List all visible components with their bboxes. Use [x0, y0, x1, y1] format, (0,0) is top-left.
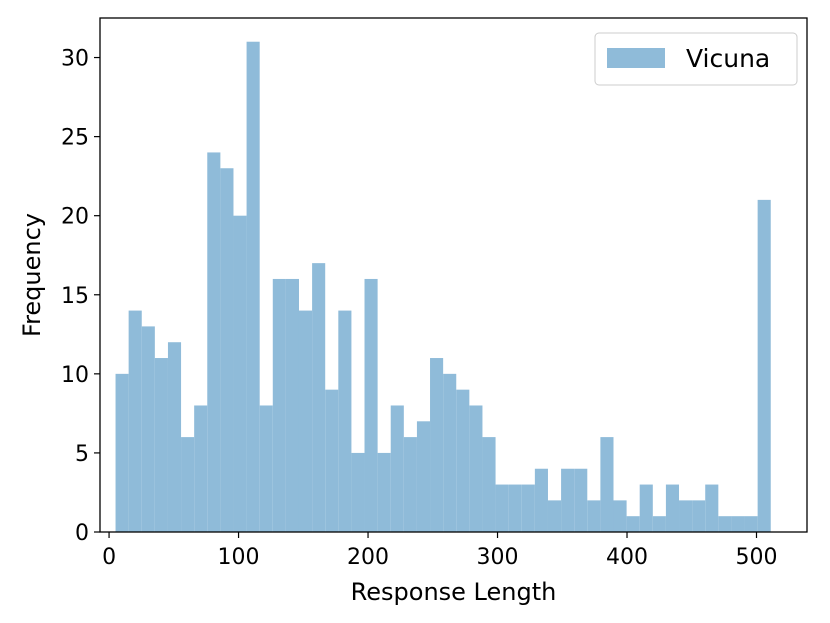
histogram-bar: [574, 468, 588, 532]
y-tick-label: 5: [75, 442, 89, 467]
histogram-bar: [495, 484, 509, 532]
y-axis: 0 5 10 15 20 25 30: [61, 47, 100, 546]
histogram-bar: [757, 199, 771, 532]
histogram-bar: [207, 152, 221, 532]
histogram-bar: [364, 278, 378, 532]
legend: Vicuna: [594, 32, 798, 86]
legend-swatch: [607, 48, 665, 68]
histogram-bar: [115, 373, 129, 532]
histogram-bar: [416, 421, 431, 532]
histogram-bar: [246, 41, 260, 532]
histogram-bar: [325, 389, 339, 532]
y-tick-label: 15: [61, 284, 89, 309]
histogram-bar: [141, 326, 155, 532]
x-tick-label: 100: [218, 545, 260, 570]
histogram-bar: [547, 500, 562, 532]
x-tick-label: 300: [477, 545, 519, 570]
histogram-bar: [731, 516, 745, 532]
histogram-bar: [508, 484, 522, 532]
histogram-bar: [469, 405, 483, 532]
y-tick-label: 25: [61, 126, 89, 151]
histogram-bar: [600, 437, 614, 532]
histogram-bar: [679, 500, 693, 532]
histogram-bar: [456, 389, 470, 532]
y-axis-label: Frequency: [18, 213, 46, 337]
x-axis-label: Response Length: [351, 578, 557, 606]
histogram-bar: [194, 405, 208, 532]
histogram-bar: [587, 500, 601, 532]
legend-box: [594, 32, 798, 86]
y-tick-label: 30: [61, 47, 89, 72]
x-tick-label: 200: [347, 545, 389, 570]
histogram-bar: [534, 468, 548, 532]
histogram-bar: [351, 452, 365, 532]
legend-label: Vicuna: [686, 44, 770, 73]
x-tick-label: 500: [736, 545, 778, 570]
histogram-bar: [626, 516, 640, 532]
y-tick-label: 0: [75, 521, 89, 546]
histogram-bar: [561, 468, 575, 532]
histogram-bar: [259, 405, 273, 532]
histogram-bar: [482, 437, 496, 532]
histogram-bar: [705, 484, 719, 532]
histogram-bar: [665, 484, 680, 532]
x-tick-label: 400: [606, 545, 648, 570]
bars-group: [115, 41, 771, 532]
x-axis: 0 100 200 300 400 500: [102, 532, 778, 570]
plot-frame: [99, 17, 808, 533]
histogram-bar: [521, 484, 535, 532]
histogram-bar: [181, 437, 195, 532]
histogram-bar: [233, 215, 247, 532]
histogram-bar: [285, 278, 299, 532]
y-tick-label: 10: [61, 363, 89, 388]
histogram-bar: [220, 168, 234, 532]
histogram-bar: [718, 516, 732, 532]
histogram-bar: [403, 437, 417, 532]
histogram-bar: [377, 452, 391, 532]
histogram-bar: [128, 310, 142, 532]
y-tick-label: 20: [61, 205, 89, 230]
histogram-bar: [338, 310, 352, 532]
histogram-bar: [167, 342, 182, 532]
histogram-bar: [744, 516, 758, 532]
histogram-bar: [312, 263, 326, 532]
histogram-bar: [639, 484, 653, 532]
histogram-bar: [390, 405, 404, 532]
histogram-bar: [154, 358, 168, 532]
histogram-bar: [692, 500, 706, 532]
histogram-bar: [443, 373, 457, 532]
x-tick-label: 0: [102, 545, 116, 570]
histogram-bar: [272, 278, 286, 532]
histogram-bar: [298, 310, 313, 532]
histogram-bar: [613, 500, 627, 532]
histogram-bar: [430, 358, 444, 532]
histogram-bar: [652, 516, 666, 532]
